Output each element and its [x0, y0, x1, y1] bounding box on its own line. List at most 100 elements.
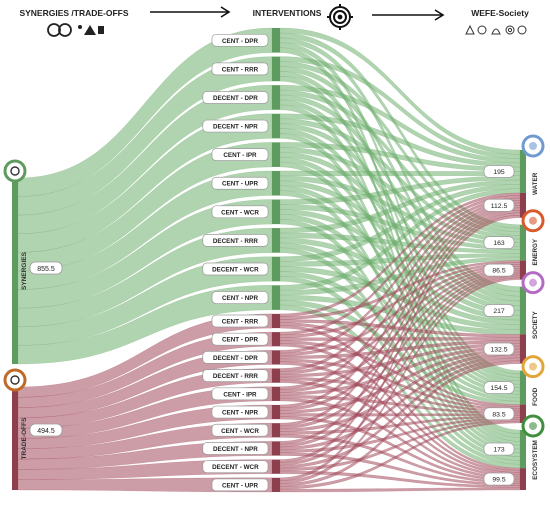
intervention-nodes: CENT - DPR CENT - RRR DECENT - DPR DECENT -… — [202, 28, 280, 492]
intervention-label: DECENT - WCR — [212, 464, 259, 471]
society-synergy-value-box — [483, 304, 515, 317]
intervention-bar — [272, 170, 280, 196]
ecosystem-label: ECOSYSTEM — [532, 440, 539, 480]
intervention-bar — [272, 256, 280, 282]
intervention-label: DECENT - DPR — [213, 95, 258, 102]
tradeoff-link — [17, 404, 273, 450]
wefe-society-title: WEFE-Society — [471, 8, 529, 18]
intervention-label-box — [202, 442, 269, 455]
intervention-label-box — [211, 205, 269, 219]
water-drops-icon — [521, 134, 545, 158]
wefe-legend-icons — [465, 24, 527, 35]
energy-tradeoff-bar — [520, 260, 526, 280]
header: SYNERGIES /TRADE-OFFS INTERVENTIONS — [19, 4, 529, 37]
ecosystem-synergy-value: 173 — [493, 447, 505, 454]
food-tradeoff-value: 83.5 — [492, 411, 505, 418]
ecosystem-tradeoff-value: 99.5 — [492, 477, 505, 484]
intervention-label-box — [202, 91, 269, 104]
tradeoff-link — [17, 386, 273, 439]
ecosystem-synergy-value-box — [483, 442, 515, 456]
intervention-label: CENT - NPR — [222, 295, 258, 302]
intervention-bar — [272, 285, 280, 310]
energy-synergy-value-box — [483, 236, 515, 250]
intervention-label-box — [211, 148, 269, 161]
synergy-swirl-icon — [3, 159, 27, 183]
tradeoffs-node-bar — [12, 387, 18, 490]
energy-flame-icon — [521, 209, 545, 233]
intervention-label-box — [211, 405, 269, 419]
society-tradeoff-bar — [520, 334, 526, 364]
intervention-label: CENT - IPR — [223, 391, 257, 398]
energy-synergy-bar — [520, 224, 526, 261]
food-label: FOOD — [532, 387, 539, 406]
synergy-link — [17, 199, 273, 309]
intervention-label-box — [211, 176, 269, 190]
intervention-label-box — [202, 351, 269, 364]
intervention-bar — [272, 459, 280, 474]
flow-links — [17, 27, 521, 493]
intervention-bar — [272, 423, 280, 438]
intervention-bar — [272, 477, 280, 492]
ecosystem-tradeoff-value-box — [483, 472, 515, 486]
intervention-bar — [272, 441, 280, 456]
society-tradeoff-value-box — [483, 342, 515, 356]
energy-tradeoff-value-box — [483, 263, 515, 277]
synergies-node-bar — [12, 178, 18, 364]
intervention-label-box — [202, 262, 269, 276]
ecosystem-leaf-icon — [521, 414, 545, 438]
intervention-label-box — [211, 291, 269, 304]
energy-label: ENERGY — [532, 238, 539, 265]
tradeoff-shapes-icon — [3, 368, 27, 392]
intervention-label: DECENT - DPR — [213, 355, 258, 362]
synergies-label: SYNERGIES — [21, 251, 28, 290]
intervention-bar — [272, 142, 280, 167]
water-tradeoff-value: 112.5 — [491, 203, 508, 210]
intervention-label-box — [211, 423, 269, 437]
tradeoff-link — [17, 331, 273, 408]
target-icon — [327, 4, 353, 30]
intervention-label-box — [202, 119, 269, 133]
water-synergy-bar — [520, 150, 526, 193]
intervention-label: DECENT - RRR — [213, 238, 259, 245]
intervention-label: CENT - WCR — [221, 209, 259, 216]
ecosystem-synergy-bar — [520, 430, 526, 469]
intervention-label-box — [211, 478, 269, 492]
synergies-value: 855.5 — [37, 266, 55, 273]
society-label: SOCIETY — [532, 311, 539, 339]
food-bowl-icon — [521, 355, 545, 379]
energy-tradeoff-value: 86.5 — [492, 268, 505, 275]
intervention-bar — [272, 28, 280, 53]
intervention-label: CENT - UPR — [222, 181, 258, 188]
intervention-bar — [272, 350, 280, 365]
intervention-label: CENT - IPR — [223, 152, 257, 159]
synergy-link — [17, 113, 273, 253]
society-synergy-bar — [520, 286, 526, 335]
intervention-bar — [272, 332, 280, 347]
tradeoffs-value: 494.5 — [37, 428, 55, 435]
intervention-label: DECENT - RRR — [213, 373, 259, 380]
tradeoff-link — [279, 487, 521, 493]
intervention-bar — [272, 199, 280, 225]
tradeoffs-value-box — [29, 423, 63, 437]
intervention-label: CENT - RRR — [222, 318, 259, 325]
energy-synergy-value: 163 — [493, 240, 505, 247]
intervention-label: DECENT - WCR — [212, 266, 259, 273]
synergy-link — [17, 227, 273, 328]
ecosystem-tradeoff-bar — [520, 468, 526, 490]
intervention-bar — [272, 313, 280, 329]
society-tradeoff-value: 132.5 — [490, 347, 507, 354]
interventions-title: INTERVENTIONS — [253, 8, 322, 18]
intervention-bar — [272, 368, 280, 383]
intervention-bar — [272, 56, 280, 82]
intervention-bar — [272, 386, 280, 401]
tradeoffs-label: TRADE-OFFS — [21, 417, 28, 460]
synergies-tradeoffs-title: SYNERGIES /TRADE-OFFS — [19, 8, 128, 18]
synergy-tradeoff-legend-icons — [47, 23, 104, 37]
intervention-bar — [272, 85, 280, 110]
synergies-value-box — [29, 261, 63, 275]
water-label: WATER — [532, 172, 539, 195]
society-synergy-value: 217 — [493, 308, 505, 315]
food-synergy-bar — [520, 370, 526, 405]
